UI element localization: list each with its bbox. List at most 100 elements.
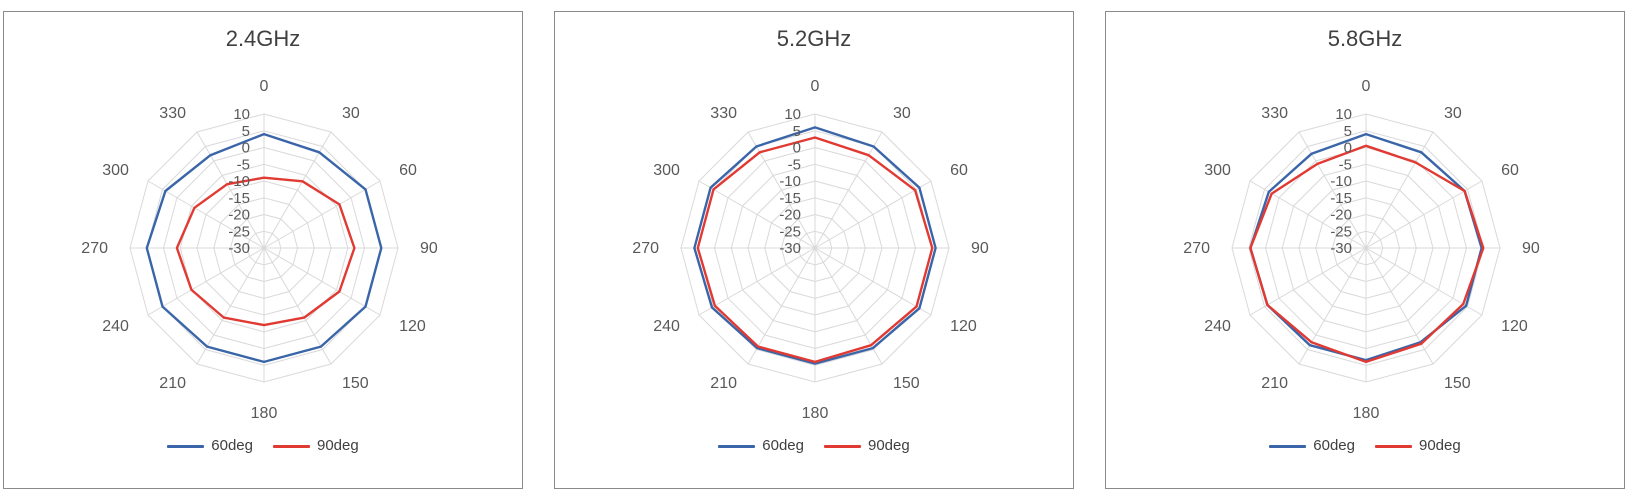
angle-tick-label: 210 — [1261, 375, 1288, 392]
radar-grid-ring — [680, 113, 950, 383]
series-line-60deg — [693, 126, 937, 365]
radar-grid-ring — [764, 197, 866, 299]
radar-grid-ring — [246, 230, 282, 266]
legend-label-60deg: 60deg — [762, 437, 804, 454]
radar-grid-ring — [1331, 213, 1401, 283]
angle-tick-label: 300 — [1204, 162, 1231, 179]
legend-5-8ghz: 60deg 90deg — [1106, 436, 1624, 456]
radial-tick-label: -25 — [1330, 223, 1352, 240]
legend-5-2ghz: 60deg 90deg — [555, 436, 1073, 456]
legend-swatch-60deg — [1269, 444, 1307, 448]
angle-tick-label: 330 — [1261, 105, 1288, 122]
radar-grid-ring — [730, 163, 900, 333]
angle-tick-label: 330 — [710, 105, 737, 122]
radial-tick-label: -20 — [779, 207, 801, 224]
radar-grid-ring — [1315, 197, 1417, 299]
radial-tick-label: -15 — [1330, 190, 1352, 207]
radar-grid-ring — [1248, 130, 1484, 366]
angle-tick-label: 270 — [1183, 240, 1210, 257]
chart-panel-2-4ghz: 2.4GHz 10 5 0 -5 -10 -15 -20 -25 -30 0 30 60 90 120 15… — [3, 11, 523, 489]
angle-tick-label: 0 — [1362, 78, 1371, 95]
angle-tick-label: 210 — [159, 375, 186, 392]
legend-label-90deg: 90deg — [317, 437, 359, 454]
chart-title-5-2ghz: 5.2GHz — [776, 26, 852, 51]
radar-grid-ring — [196, 180, 332, 316]
angle-tick-label: 0 — [260, 78, 269, 95]
legend-item-60deg: 60deg — [1269, 436, 1355, 456]
radial-tick-label: -10 — [1330, 173, 1352, 190]
angle-tick-label: 90 — [1522, 240, 1540, 257]
angle-tick-label: 30 — [1444, 105, 1462, 122]
angle-tick-label: 180 — [251, 405, 278, 422]
legend-item-90deg: 90deg — [1375, 436, 1461, 456]
radial-tick-label: -25 — [228, 223, 250, 240]
radial-tick-label: 0 — [1344, 140, 1352, 157]
angle-tick-label: 180 — [802, 405, 829, 422]
radial-tick-label: 10 — [233, 106, 250, 123]
angle-tick-label: 180 — [1353, 405, 1380, 422]
radial-tick-label: -15 — [228, 190, 250, 207]
angle-tick-label: 240 — [653, 318, 680, 335]
chart-panel-5-8ghz: 5.8GHz 10 5 0 -5 -10 -15 -20 -25 -30 0 30 60 90 120 15… — [1105, 11, 1625, 489]
chart-panel-5-2ghz: 5.2GHz 10 5 0 -5 -10 -15 -20 -25 -30 0 30 60 90 120 15… — [554, 11, 1074, 489]
legend-swatch-60deg — [167, 444, 205, 448]
radial-tick-label: 5 — [1344, 123, 1352, 140]
radar-grid-ring — [162, 146, 366, 350]
chart-title-5-8ghz: 5.8GHz — [1327, 26, 1403, 51]
radar-grid-ring — [780, 213, 850, 283]
angle-tick-label: 30 — [893, 105, 911, 122]
series-line-60deg — [145, 132, 383, 364]
radial-tick-label: -30 — [228, 240, 250, 257]
radar-grid-ring — [179, 163, 349, 333]
legend-label-60deg: 60deg — [1313, 437, 1355, 454]
legend-label-90deg: 90deg — [1419, 437, 1461, 454]
angle-tick-label: 60 — [1501, 162, 1519, 179]
radar-grid-ring — [1281, 163, 1451, 333]
series-line-90deg — [696, 136, 934, 364]
angle-tick-label: 150 — [1444, 375, 1471, 392]
radial-tick-label: 5 — [242, 123, 250, 140]
radial-tick-label: -25 — [779, 223, 801, 240]
radial-tick-label: -10 — [228, 173, 250, 190]
angle-tick-label: 120 — [1501, 318, 1528, 335]
radar-grid-ring — [747, 180, 883, 316]
angle-tick-label: 270 — [81, 240, 108, 257]
legend-item-90deg: 90deg — [273, 436, 359, 456]
radar-grid-ring — [1231, 113, 1501, 383]
radial-tick-label: 10 — [1335, 106, 1352, 123]
radial-tick-label: -5 — [237, 156, 250, 173]
radar-grid-ring — [213, 197, 315, 299]
radial-tick-label: -5 — [1339, 156, 1352, 173]
legend-swatch-90deg — [273, 444, 310, 448]
radar-grid-ring — [129, 113, 399, 383]
legend-label-90deg: 90deg — [868, 437, 910, 454]
radar-chart-5-8ghz: 1050-5-10-15-20-25-300306090120150180210… — [1183, 78, 1540, 422]
chart-title-2-4ghz: 2.4GHz — [225, 26, 301, 51]
angle-tick-label: 0 — [811, 78, 820, 95]
legend-swatch-60deg — [718, 444, 756, 448]
angle-tick-label: 270 — [632, 240, 659, 257]
radar-grid-ring — [1298, 180, 1434, 316]
radar-grid-ring — [229, 213, 299, 283]
angle-tick-label: 300 — [102, 162, 129, 179]
radar-grid-ring — [713, 146, 917, 350]
angle-tick-label: 90 — [420, 240, 438, 257]
radial-tick-label: -20 — [1330, 207, 1352, 224]
radial-tick-label: 0 — [242, 140, 250, 157]
legend-item-60deg: 60deg — [718, 436, 804, 456]
angle-tick-label: 60 — [399, 162, 417, 179]
radar-chart-5-2ghz: 1050-5-10-15-20-25-300306090120150180210… — [632, 78, 989, 422]
legend-item-90deg: 90deg — [824, 436, 910, 456]
angle-tick-label: 210 — [710, 375, 737, 392]
radial-tick-label: 0 — [793, 140, 801, 157]
radar-chart-2-4ghz: 1050-5-10-15-20-25-300306090120150180210… — [81, 78, 438, 422]
angle-tick-label: 120 — [950, 318, 977, 335]
legend-label-60deg: 60deg — [211, 437, 253, 454]
angle-tick-label: 150 — [342, 375, 369, 392]
angle-tick-label: 30 — [342, 105, 360, 122]
radial-tick-label: -30 — [1330, 240, 1352, 257]
radial-tick-label: 10 — [784, 106, 801, 123]
legend-item-60deg: 60deg — [167, 436, 253, 456]
radial-tick-label: -10 — [779, 173, 801, 190]
